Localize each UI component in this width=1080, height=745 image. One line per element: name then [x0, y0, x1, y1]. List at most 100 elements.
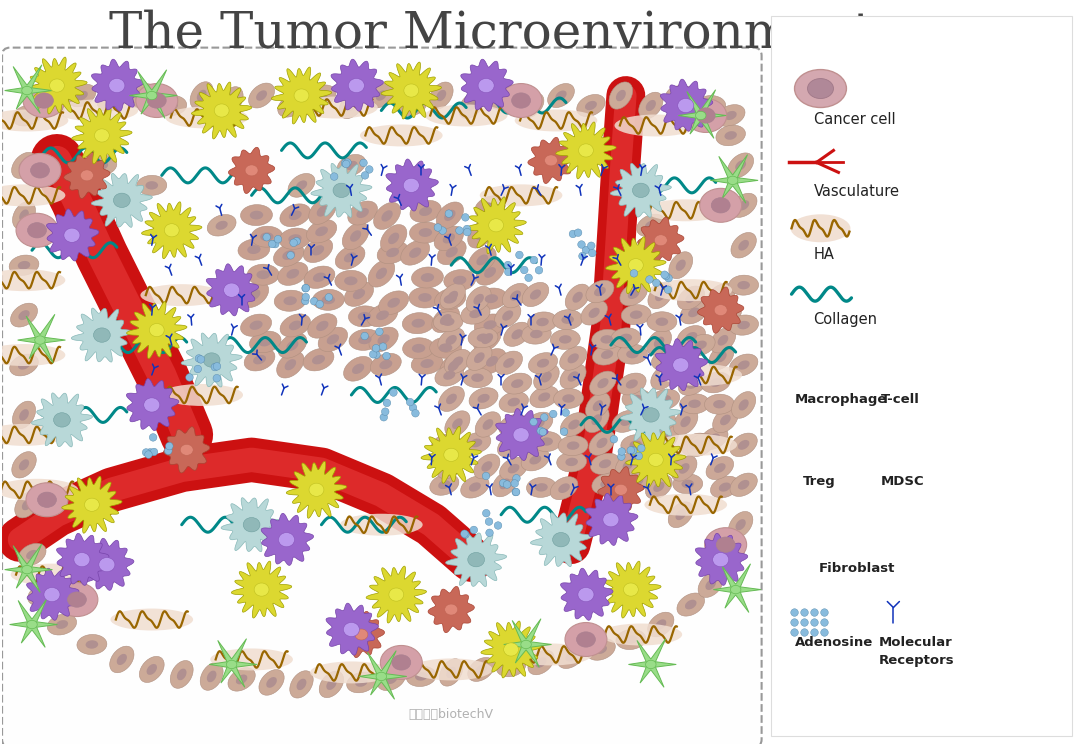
- Ellipse shape: [432, 306, 460, 332]
- Polygon shape: [625, 431, 686, 488]
- Ellipse shape: [165, 101, 178, 110]
- Ellipse shape: [146, 181, 158, 189]
- Circle shape: [461, 214, 469, 221]
- Ellipse shape: [791, 215, 850, 242]
- Ellipse shape: [94, 129, 109, 142]
- Circle shape: [293, 238, 300, 245]
- Ellipse shape: [214, 104, 229, 117]
- Circle shape: [150, 448, 158, 456]
- Ellipse shape: [700, 188, 742, 222]
- Ellipse shape: [550, 477, 578, 500]
- Circle shape: [463, 228, 471, 236]
- Ellipse shape: [488, 219, 503, 232]
- Ellipse shape: [30, 162, 50, 178]
- Ellipse shape: [648, 282, 673, 308]
- Ellipse shape: [326, 679, 337, 690]
- Circle shape: [652, 279, 660, 287]
- Circle shape: [530, 418, 538, 425]
- Text: Treg: Treg: [802, 475, 835, 488]
- Polygon shape: [261, 513, 313, 565]
- Ellipse shape: [502, 373, 531, 394]
- Ellipse shape: [177, 668, 187, 680]
- Ellipse shape: [144, 398, 160, 412]
- Ellipse shape: [389, 588, 404, 601]
- Circle shape: [287, 252, 295, 259]
- Ellipse shape: [117, 654, 127, 665]
- Ellipse shape: [623, 471, 651, 492]
- Ellipse shape: [696, 95, 726, 115]
- Ellipse shape: [289, 320, 301, 330]
- Circle shape: [369, 350, 377, 358]
- Ellipse shape: [511, 379, 524, 388]
- Circle shape: [271, 241, 279, 248]
- Circle shape: [483, 472, 490, 480]
- Ellipse shape: [717, 335, 728, 346]
- Ellipse shape: [705, 527, 746, 562]
- Ellipse shape: [735, 519, 746, 530]
- Ellipse shape: [316, 321, 328, 331]
- Ellipse shape: [73, 553, 90, 567]
- Polygon shape: [56, 533, 109, 586]
- Ellipse shape: [579, 144, 593, 157]
- Ellipse shape: [340, 514, 422, 536]
- Ellipse shape: [471, 373, 484, 382]
- Ellipse shape: [368, 83, 394, 108]
- Ellipse shape: [707, 284, 735, 306]
- Ellipse shape: [476, 254, 488, 265]
- Ellipse shape: [525, 412, 553, 434]
- Ellipse shape: [474, 454, 500, 479]
- Ellipse shape: [388, 232, 400, 244]
- Text: Receptors: Receptors: [878, 654, 954, 668]
- Ellipse shape: [22, 86, 32, 95]
- Circle shape: [486, 529, 494, 536]
- Ellipse shape: [537, 318, 549, 326]
- Ellipse shape: [440, 440, 453, 449]
- Circle shape: [661, 271, 669, 279]
- Ellipse shape: [596, 438, 607, 448]
- Ellipse shape: [256, 270, 270, 279]
- Ellipse shape: [584, 407, 609, 433]
- Polygon shape: [71, 107, 132, 164]
- Ellipse shape: [345, 276, 357, 285]
- Ellipse shape: [483, 419, 494, 430]
- Circle shape: [434, 224, 442, 231]
- Ellipse shape: [567, 441, 579, 450]
- Circle shape: [499, 479, 508, 486]
- Ellipse shape: [711, 328, 735, 353]
- Circle shape: [381, 408, 389, 416]
- Ellipse shape: [431, 434, 460, 455]
- Ellipse shape: [315, 226, 328, 236]
- Ellipse shape: [658, 372, 669, 382]
- Ellipse shape: [568, 371, 579, 381]
- Ellipse shape: [438, 343, 453, 352]
- Ellipse shape: [216, 221, 228, 229]
- Ellipse shape: [534, 364, 559, 390]
- Ellipse shape: [892, 360, 905, 370]
- Ellipse shape: [258, 337, 272, 346]
- Ellipse shape: [253, 355, 266, 364]
- Ellipse shape: [421, 273, 434, 282]
- Ellipse shape: [405, 101, 418, 110]
- Polygon shape: [286, 461, 347, 519]
- Ellipse shape: [611, 328, 640, 348]
- Ellipse shape: [403, 313, 434, 334]
- Ellipse shape: [528, 650, 554, 675]
- Ellipse shape: [309, 197, 336, 224]
- Ellipse shape: [430, 337, 461, 358]
- Ellipse shape: [616, 630, 646, 650]
- Ellipse shape: [677, 326, 705, 348]
- Ellipse shape: [468, 657, 495, 682]
- Ellipse shape: [716, 291, 727, 300]
- Polygon shape: [711, 154, 758, 203]
- Ellipse shape: [609, 82, 633, 109]
- Ellipse shape: [276, 352, 305, 378]
- Ellipse shape: [728, 153, 754, 178]
- Ellipse shape: [651, 449, 679, 472]
- Ellipse shape: [559, 335, 571, 343]
- Ellipse shape: [349, 78, 364, 92]
- Ellipse shape: [482, 333, 494, 344]
- Ellipse shape: [680, 301, 707, 324]
- Circle shape: [462, 530, 470, 539]
- Circle shape: [262, 233, 270, 241]
- Ellipse shape: [725, 550, 737, 559]
